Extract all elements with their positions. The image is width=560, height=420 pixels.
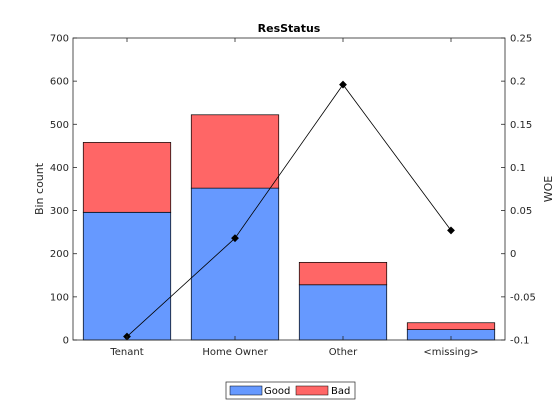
x-tick-label-2: Other — [329, 347, 358, 358]
y2-tick-label-0: -0.1 — [510, 336, 530, 347]
bar-bad-0 — [82, 142, 172, 213]
bar-good-2 — [298, 284, 388, 341]
x-axis-ticks: Tenant Home Owner Other <missing> — [109, 38, 479, 358]
y-axis-label: Bin count — [33, 162, 46, 215]
legend-swatch-good — [229, 385, 263, 396]
bar-good-1 — [190, 187, 280, 341]
legend-label-good: Good — [264, 386, 290, 397]
y-tick-label-2: 200 — [50, 249, 69, 260]
right-axis-ticks: -0.1 -0.05 0 0.05 0.1 0.15 0.2 0.25 — [501, 34, 536, 347]
bar-good-0 — [82, 211, 172, 341]
y-tick-label-0: 0 — [63, 336, 69, 347]
woe-marker-1 — [231, 234, 239, 243]
y2-tick-label-5: 0.15 — [510, 120, 532, 131]
bars-group — [82, 114, 496, 341]
woe-line-group — [123, 80, 455, 341]
plot-frame — [72, 37, 506, 341]
legend-label-bad: Bad — [331, 386, 350, 397]
y-tick-label-5: 500 — [50, 120, 69, 131]
left-axis-ticks: 0 100 200 300 400 500 600 700 — [50, 34, 77, 347]
y2-axis-label: WOE — [542, 176, 555, 203]
y-tick-label-6: 600 — [50, 77, 69, 88]
woe-line — [126, 83, 452, 337]
y2-tick-label-4: 0.1 — [510, 163, 526, 174]
y-tick-label-7: 700 — [50, 34, 69, 45]
y2-tick-label-1: -0.05 — [510, 292, 536, 303]
x-tick-label-0: Tenant — [109, 347, 143, 358]
y2-tick-label-7: 0.25 — [510, 34, 532, 45]
bar-bad-3 — [406, 322, 496, 330]
y2-tick-label-3: 0.05 — [510, 206, 532, 217]
legend-swatch-bad — [295, 385, 329, 396]
x-tick-label-3: <missing> — [423, 347, 478, 358]
bar-bad-2 — [298, 261, 388, 286]
y-tick-label-4: 400 — [50, 163, 69, 174]
bar-bad-1 — [190, 114, 280, 189]
y-tick-label-1: 100 — [50, 292, 69, 303]
legend: Good Bad — [225, 381, 356, 400]
woe-marker-2 — [339, 80, 347, 89]
x-tick-label-1: Home Owner — [202, 347, 268, 358]
y2-tick-label-2: 0 — [510, 249, 516, 260]
y-tick-label-3: 300 — [50, 206, 69, 217]
woe-marker-3 — [447, 226, 455, 235]
y2-tick-label-6: 0.2 — [510, 77, 526, 88]
chart-title: ResStatus — [258, 22, 321, 35]
